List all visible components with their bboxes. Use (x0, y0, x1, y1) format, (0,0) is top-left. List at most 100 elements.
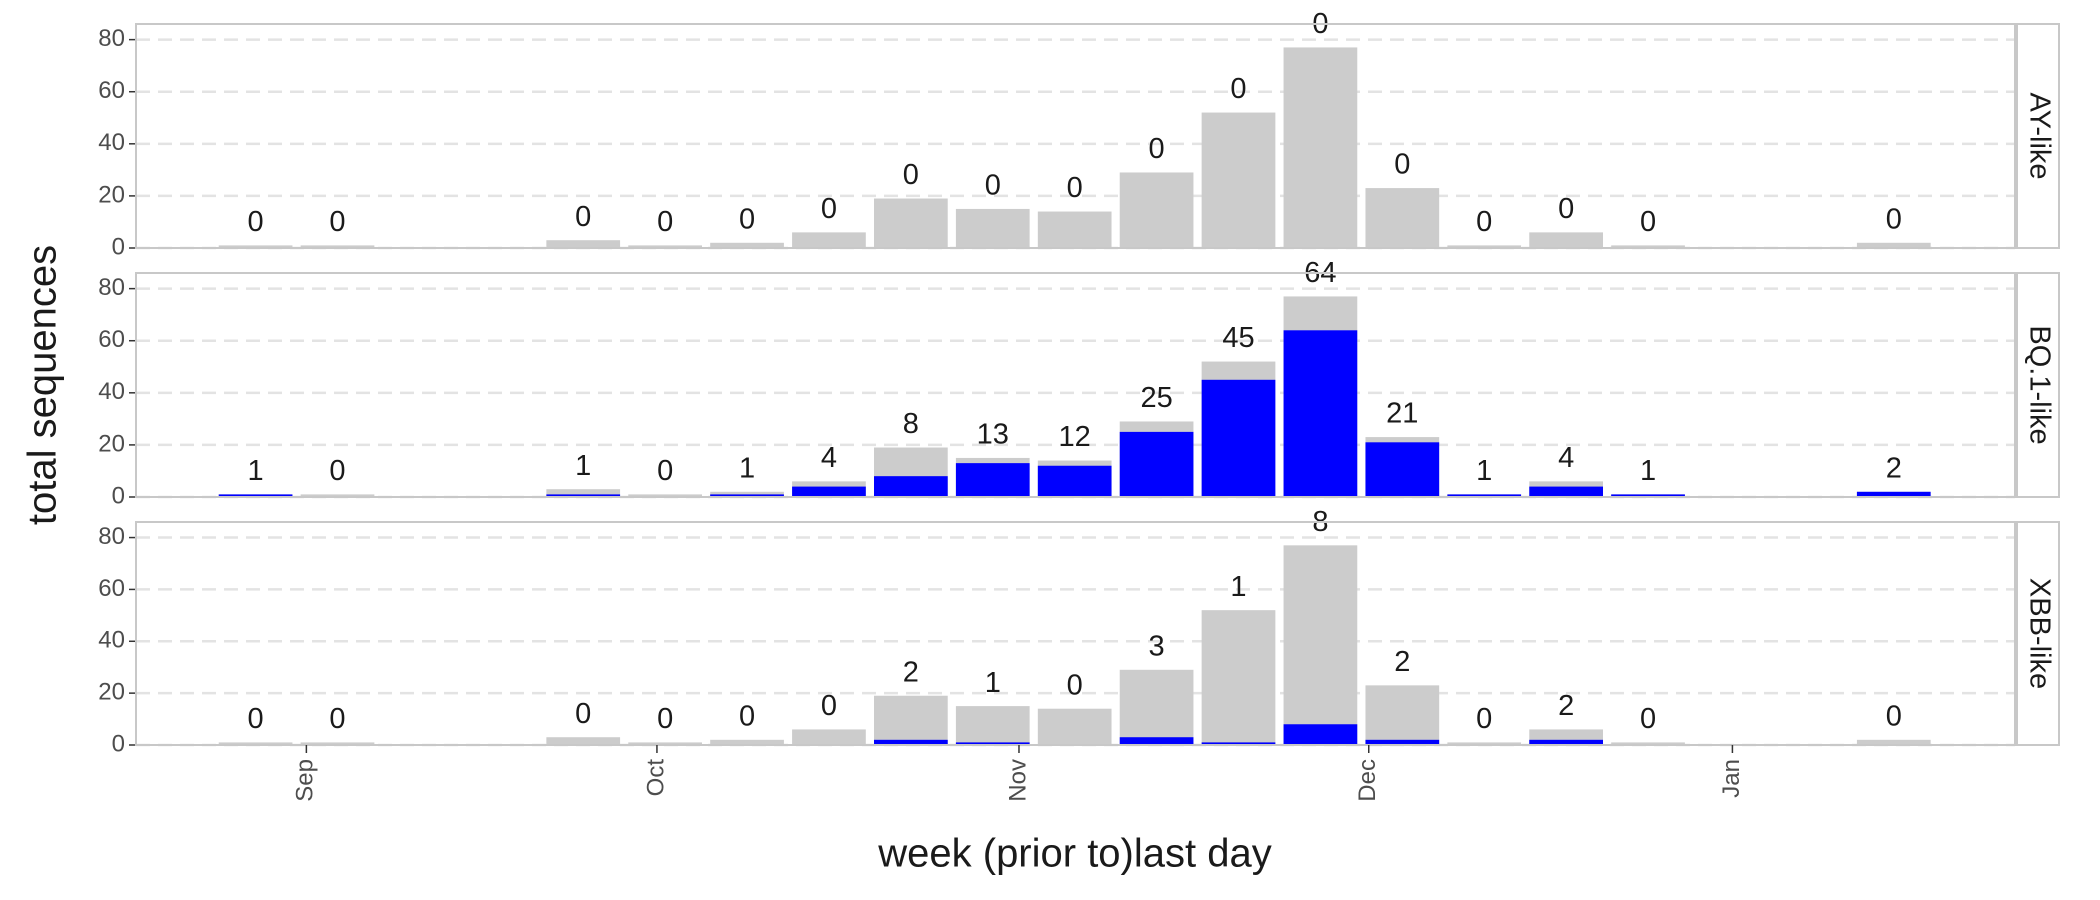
y-tick-label: 20 (98, 678, 125, 705)
bar (1447, 742, 1522, 745)
y-tick-label: 80 (98, 523, 125, 550)
bar (300, 245, 375, 248)
bar (1447, 245, 1522, 248)
bar (1856, 491, 1931, 497)
bar (710, 494, 784, 497)
value-label: 12 (1059, 421, 1091, 453)
value-label: 0 (1558, 193, 1574, 225)
bar (1119, 172, 1194, 248)
panel-border (135, 23, 2016, 249)
bar (1119, 431, 1194, 497)
bar (300, 494, 375, 497)
bar (1119, 669, 1194, 745)
value-label: 13 (977, 419, 1009, 451)
bar (218, 245, 293, 248)
y-tick-label: 80 (98, 274, 125, 301)
bar (1611, 494, 1685, 497)
value-label: 2 (1558, 690, 1574, 722)
value-label: 0 (657, 206, 673, 238)
value-label: 0 (1886, 203, 1902, 235)
bar (628, 494, 702, 497)
y-tick-label: 0 (112, 730, 125, 757)
value-label: 0 (329, 455, 345, 487)
y-tick-label: 60 (98, 77, 125, 104)
value-label: 3 (1149, 630, 1165, 662)
value-label: 4 (821, 442, 837, 474)
bar (546, 489, 621, 497)
value-label: 25 (1140, 382, 1172, 414)
bar (1283, 724, 1358, 745)
y-axis-title: total sequences (21, 245, 65, 525)
value-label: 0 (1394, 149, 1410, 181)
bar (955, 742, 1030, 745)
value-label: 0 (575, 698, 591, 730)
panel-background (136, 522, 2015, 745)
value-label: 1 (248, 455, 264, 487)
bar (218, 494, 293, 497)
value-label: 0 (248, 703, 264, 735)
strip-background (2016, 23, 2060, 249)
x-tick-label: Dec (1354, 759, 1381, 802)
value-label: 45 (1222, 322, 1254, 354)
bar (546, 737, 621, 745)
value-label: 1 (1230, 571, 1246, 603)
value-label: 4 (1558, 442, 1574, 474)
bar (874, 476, 948, 497)
value-label: 1 (1640, 455, 1656, 487)
y-tick-label: 0 (112, 482, 125, 509)
facet-label: AY-like (2023, 92, 2055, 179)
value-label: 2 (1886, 452, 1902, 484)
value-label: 0 (657, 703, 673, 735)
value-label: 2 (1394, 646, 1410, 678)
bar (218, 742, 293, 745)
bar (628, 742, 702, 745)
bar (1529, 739, 1603, 745)
y-tick-label: 60 (98, 326, 125, 353)
value-label: 0 (329, 206, 345, 238)
value-label: 1 (575, 450, 591, 482)
strip-background (2016, 272, 2060, 498)
bar (1201, 742, 1276, 745)
value-label: 0 (575, 201, 591, 233)
bar (1365, 442, 1440, 497)
bar (1447, 494, 1522, 497)
y-tick-label: 40 (98, 378, 125, 405)
value-label: 0 (739, 203, 755, 235)
x-tick-label: Nov (1004, 759, 1031, 802)
y-tick-label: 80 (98, 25, 125, 52)
bar (628, 245, 702, 248)
value-label: 1 (739, 452, 755, 484)
bar (1119, 737, 1194, 745)
bar (955, 208, 1030, 248)
value-label: 8 (903, 408, 919, 440)
value-label: 0 (903, 159, 919, 191)
bar (300, 742, 375, 745)
value-label: 0 (329, 703, 345, 735)
y-tick-label: 20 (98, 181, 125, 208)
value-label: 0 (821, 690, 837, 722)
value-label: 0 (1476, 703, 1492, 735)
panel-border (135, 521, 2016, 746)
bar (1365, 685, 1440, 745)
value-label: 0 (1067, 172, 1083, 204)
value-label: 0 (1476, 206, 1492, 238)
bar (955, 706, 1030, 745)
facet-label: XBB-like (2023, 578, 2055, 689)
bar (792, 486, 866, 497)
value-label: 0 (1886, 700, 1902, 732)
strip-background (2016, 521, 2060, 746)
y-tick-label: 40 (98, 627, 125, 654)
bar (792, 232, 866, 248)
bar (1856, 739, 1931, 745)
bar (874, 739, 948, 745)
x-tick-label: Oct (642, 759, 669, 797)
value-label: 1 (985, 667, 1001, 699)
panel-background (136, 24, 2015, 248)
value-label: 1 (1476, 455, 1492, 487)
y-tick-label: 40 (98, 129, 125, 156)
bar (1611, 245, 1685, 248)
bar (710, 242, 784, 248)
bar (1856, 242, 1931, 248)
bar (1529, 486, 1603, 497)
